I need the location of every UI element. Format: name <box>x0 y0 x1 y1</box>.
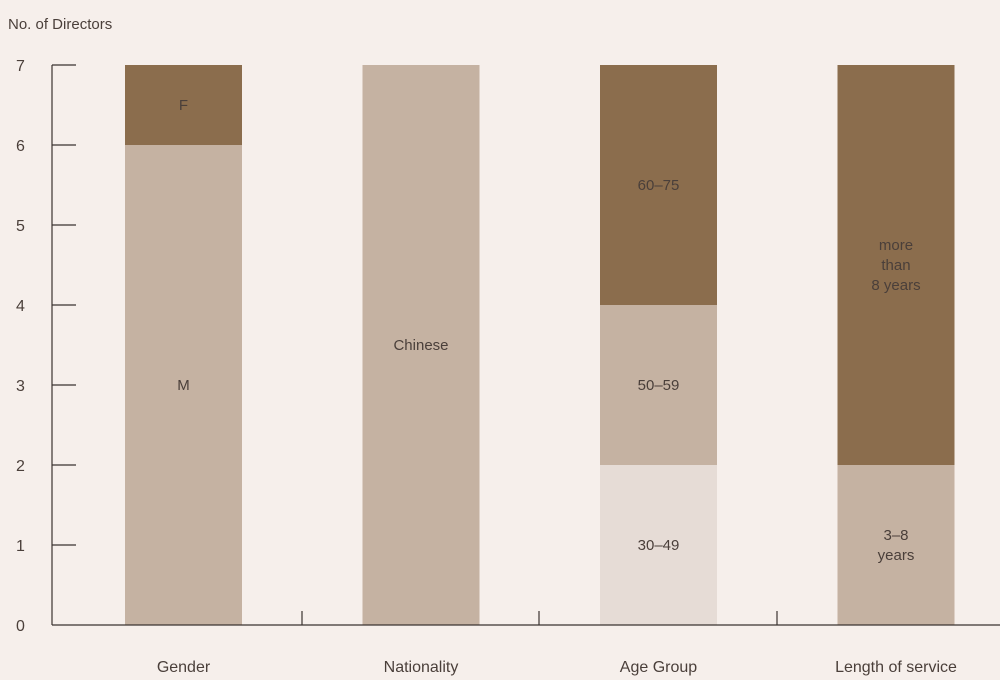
x-category-label: Length of service <box>835 659 957 676</box>
bar-stack: MF <box>125 65 242 625</box>
y-tick-label: 6 <box>16 138 25 155</box>
bar-stack: 30–49 50–59 60–75 <box>600 65 717 625</box>
bar-segment-label: more than 8 years <box>871 237 920 294</box>
bar-segment <box>837 65 955 465</box>
bar-segment <box>125 65 242 145</box>
bar-segment-label: Chinese <box>393 337 448 354</box>
y-tick-label: 5 <box>16 218 25 235</box>
bar-segment-label: 60–75 <box>638 177 680 194</box>
y-axis-label: No. of Directors <box>8 16 112 33</box>
y-tick-label: 7 <box>16 58 25 75</box>
bar-segment-label: 50–59 <box>638 377 680 394</box>
bar-segment <box>600 65 717 305</box>
bar-segment <box>125 145 242 625</box>
x-category-label: Gender <box>157 659 211 676</box>
bar-stack: Chinese <box>362 65 480 625</box>
bar-segment-label: 3–8 years <box>878 527 915 564</box>
bars-group: MFGenderChineseNationality30–4950–5960–7… <box>125 65 957 676</box>
y-tick-label: 3 <box>16 378 25 395</box>
y-axis: 0 1 2 3 4 5 6 7 <box>16 58 76 635</box>
bar-segment-label: 30–49 <box>638 537 680 554</box>
x-category-label: Nationality <box>384 659 459 676</box>
bar-segment <box>600 305 717 465</box>
bar-segment-label: M <box>177 377 190 394</box>
bar-segment-label: F <box>179 97 188 114</box>
x-category-label: Age Group <box>620 659 697 676</box>
bar-segment <box>837 465 955 625</box>
y-tick-label: 4 <box>16 298 25 315</box>
bar-segment <box>362 65 480 625</box>
bar-stack: 3–8 years more than 8 years <box>837 65 955 625</box>
bar-segment <box>600 465 717 625</box>
y-tick-label: 2 <box>16 458 25 475</box>
x-axis <box>52 611 1000 626</box>
y-tick-label: 1 <box>16 538 25 555</box>
y-tick-label: 0 <box>16 618 25 635</box>
